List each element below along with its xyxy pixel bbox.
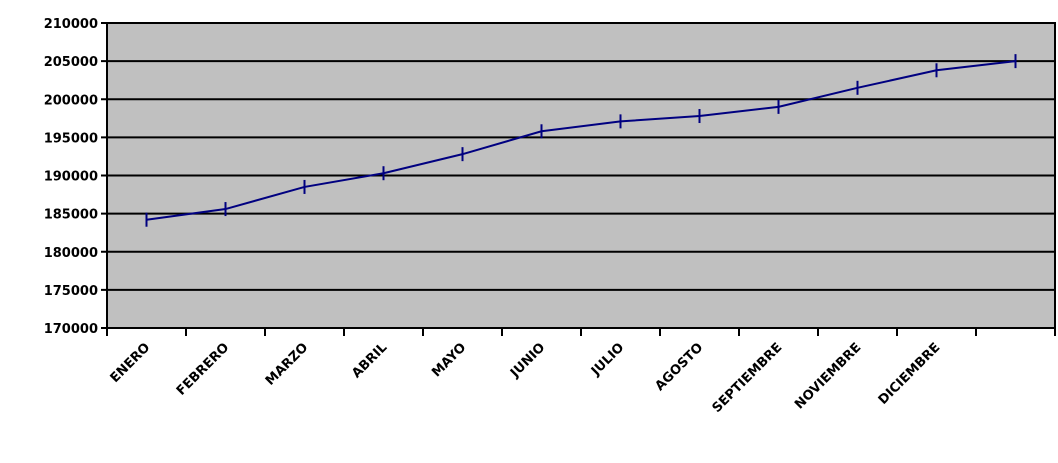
x-tick-label: DICIEMBRE xyxy=(876,340,944,408)
x-tick-label: JUNIO xyxy=(507,340,548,381)
x-tick-label: ABRIL xyxy=(349,340,390,381)
y-tick-label: 200000 xyxy=(44,93,98,108)
y-tick-label: 180000 xyxy=(44,246,98,261)
x-tick-label: MAYO xyxy=(429,340,469,380)
x-tick-label: NOVIEMBRE xyxy=(792,340,864,412)
x-tick-label: JULIO xyxy=(588,340,627,379)
y-tick-label: 175000 xyxy=(44,284,98,299)
x-tick-label: FEBRERO xyxy=(174,340,232,398)
line xyxy=(146,60,1016,221)
x-tick-label: MARZO xyxy=(263,340,311,388)
x-tick-label: SEPTIEMBRE xyxy=(710,340,786,416)
y-tick-label: 210000 xyxy=(44,17,98,32)
y-tick-label: 185000 xyxy=(44,208,98,223)
x-tick-label: ENERO xyxy=(108,340,154,386)
x-tick-label: AGOSTO xyxy=(653,340,707,394)
y-tick-label: 195000 xyxy=(44,131,98,146)
y-tick-label: 170000 xyxy=(44,322,98,337)
y-tick-label: 205000 xyxy=(44,55,98,70)
y-tick-label: 190000 xyxy=(44,170,98,185)
